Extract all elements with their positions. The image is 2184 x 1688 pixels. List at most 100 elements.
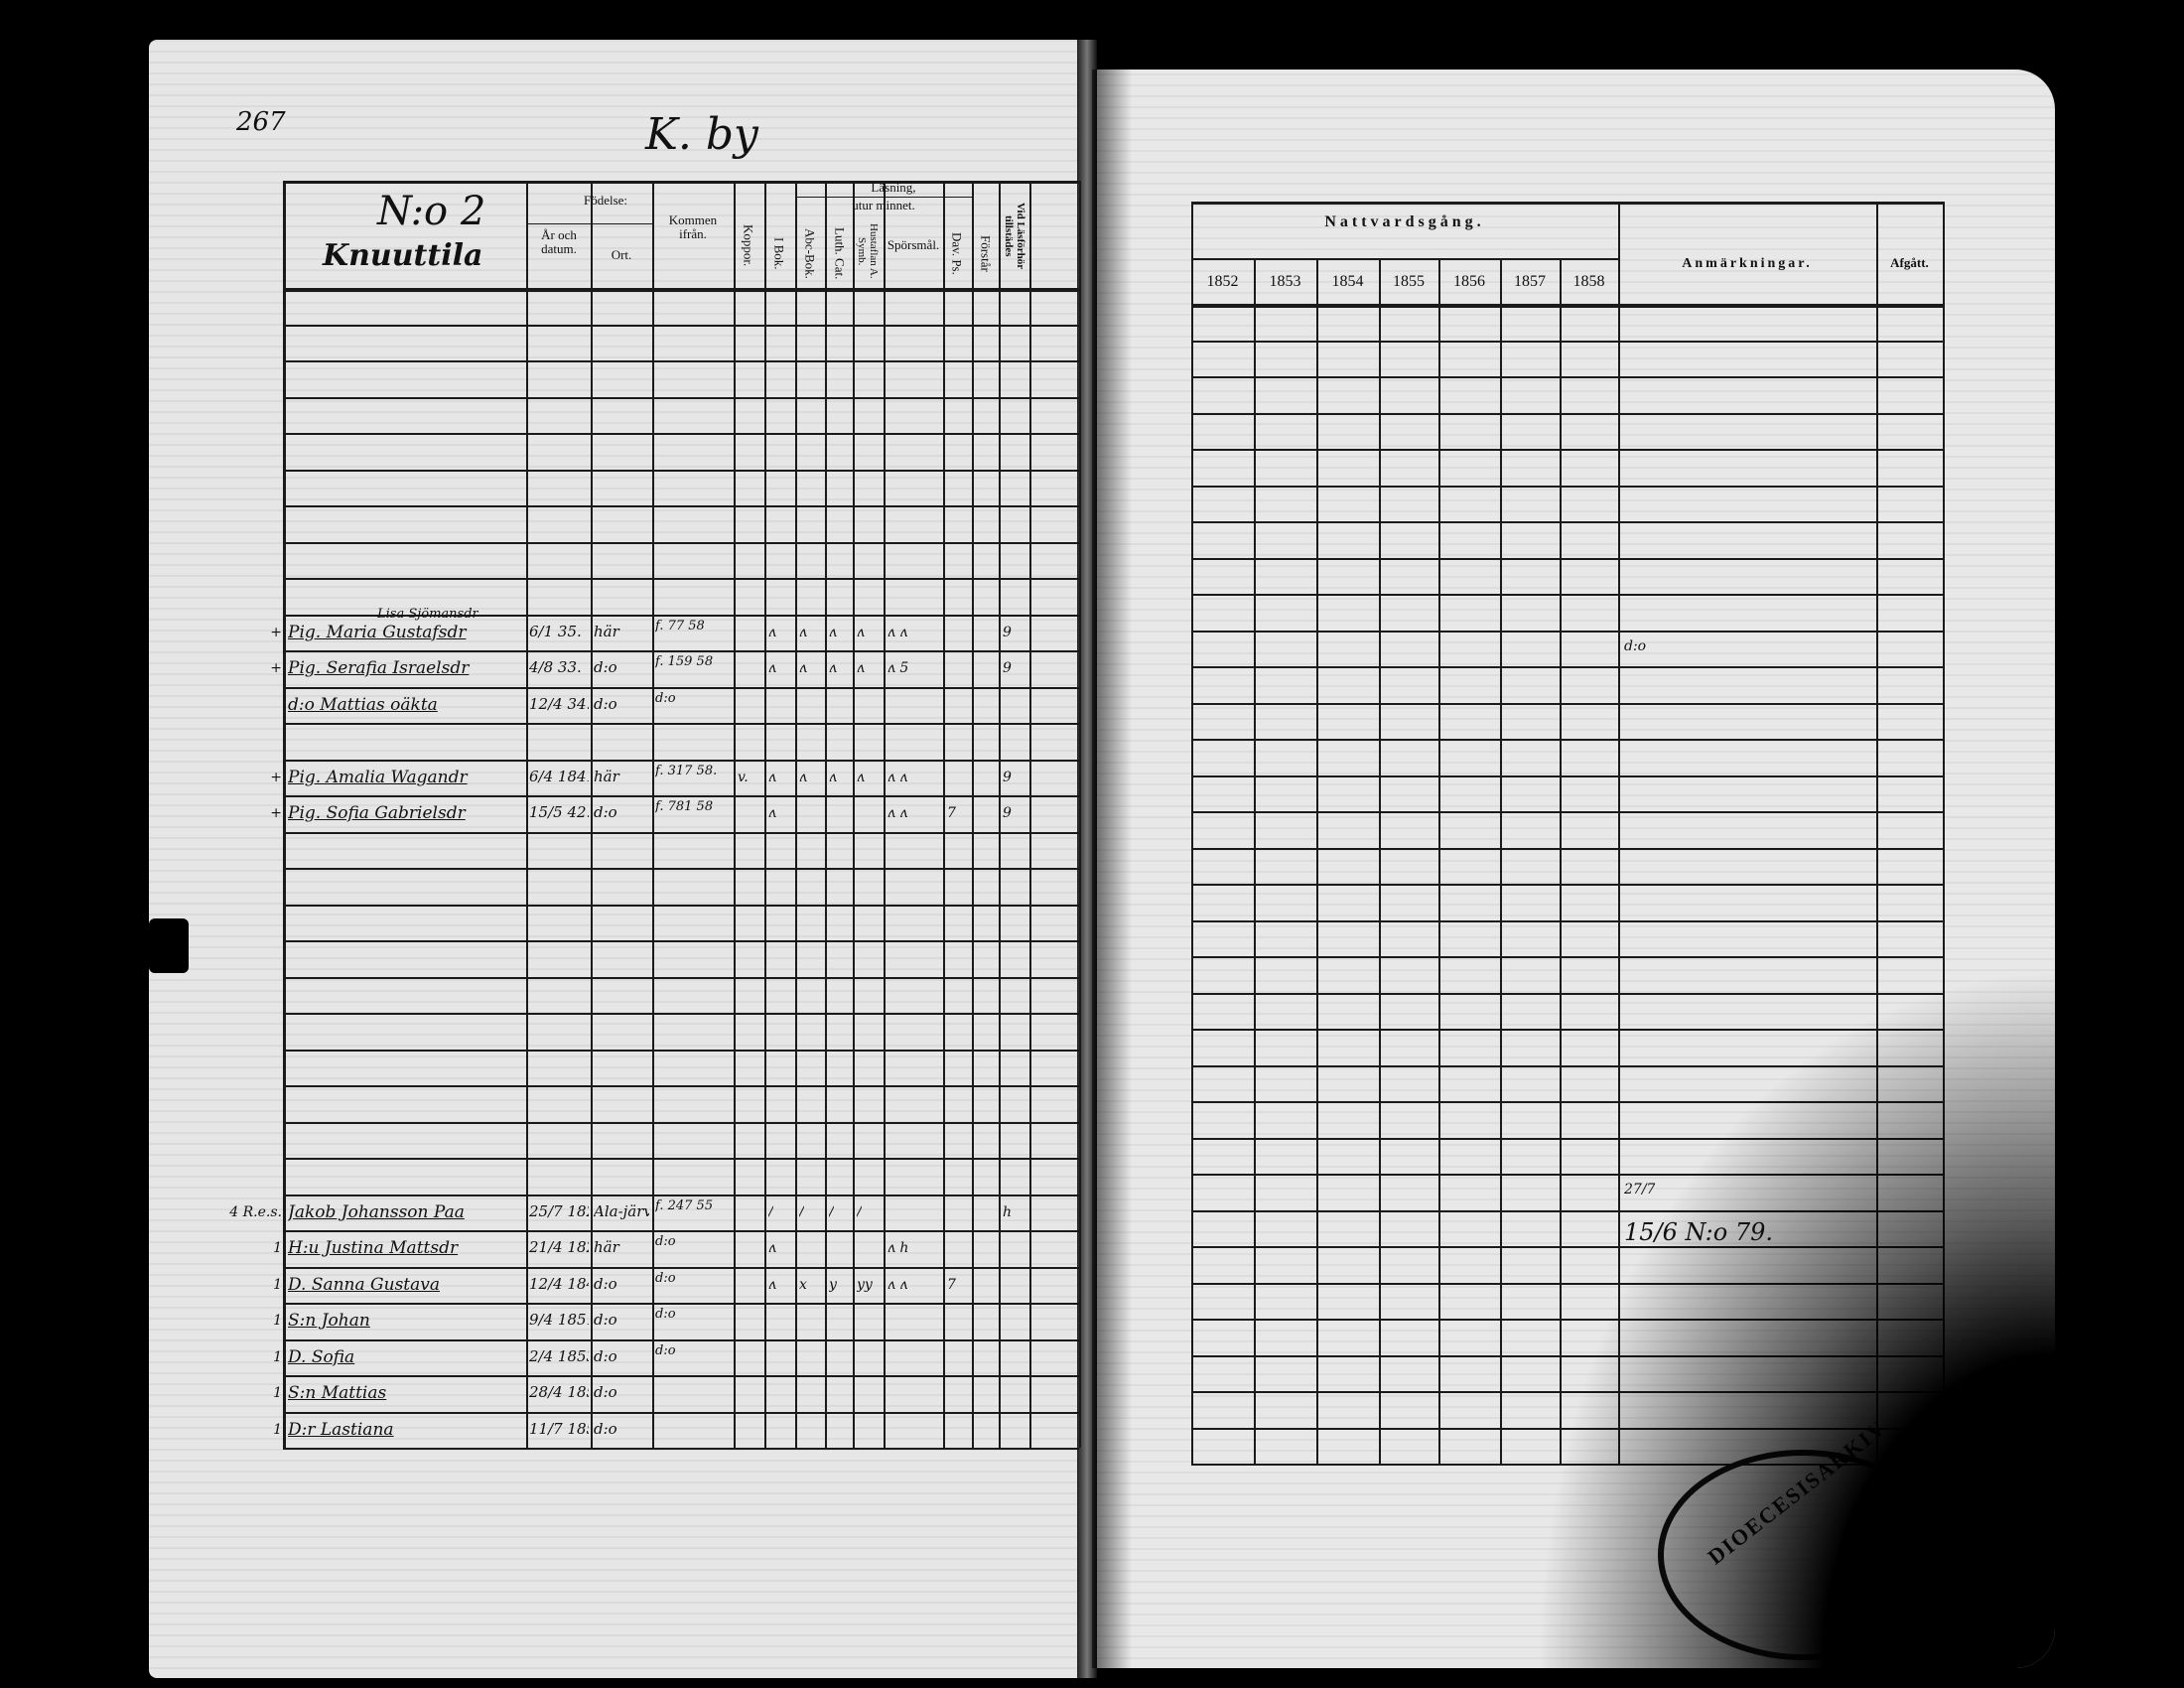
row-rule [283, 1230, 1079, 1232]
row-rule [283, 868, 1079, 870]
row-rule [283, 324, 1079, 327]
header-top-rule [283, 181, 1079, 184]
page-tab [149, 918, 189, 973]
reading-mark: 7 [947, 805, 956, 821]
column-rule [1191, 202, 1193, 1464]
reading-mark: / [829, 1203, 834, 1220]
reading-mark: ʌ [799, 660, 807, 676]
row-rule [1191, 1427, 1943, 1430]
person-name: Pig. Sofia Gabrielsdr [288, 803, 466, 823]
came-from: f. 159 58 [655, 654, 714, 669]
came-from: d:o [655, 690, 676, 706]
row-rule [283, 505, 1079, 507]
year-header: 1853 [1269, 273, 1301, 290]
birth-date: 25/7 1825. [529, 1201, 589, 1220]
header-top-rule [1191, 202, 1943, 205]
person-name: D. Sanna Gustava [288, 1274, 441, 1295]
reading-mark: ʌ [768, 1276, 776, 1293]
reading-mark: ʌ ʌ [887, 1276, 908, 1293]
column-rule [1943, 202, 1945, 1464]
birth-place: d:o [594, 1419, 617, 1438]
person-name: H:u Justina Mattsdr [288, 1238, 459, 1258]
birth-date: 21/4 1824 [529, 1238, 589, 1256]
reading-mark: ʌ [799, 769, 807, 785]
reading-mark: ʌ 5 [887, 660, 909, 676]
row-rule [1191, 340, 1943, 343]
row-margin-note: 1 [273, 1385, 282, 1401]
birth-date: 4/8 33. [529, 658, 582, 676]
row-rule [283, 1013, 1079, 1015]
row-rule [283, 1121, 1079, 1124]
column-rule [999, 181, 1001, 1448]
reading-mark: ʌ [768, 660, 776, 676]
reading-mark: ʌ [857, 769, 865, 785]
row-rule [283, 614, 1079, 617]
row-rule [283, 288, 1079, 292]
page-number: 267 [236, 107, 286, 137]
birth-date: 9/4 1851 [529, 1311, 589, 1329]
birth-place: d:o [594, 658, 617, 676]
row-margin-note: 1 [273, 1348, 282, 1365]
header-understanding: Förstår [978, 234, 994, 272]
row-rule [1191, 919, 1943, 922]
birth-date: 6/1 35. [529, 622, 582, 640]
row-rule [283, 1194, 1079, 1196]
column-rule [1079, 181, 1081, 1448]
column-rule [795, 181, 797, 1448]
row-margin-note: 1 [273, 1240, 282, 1256]
row-margin-note: + [270, 805, 282, 821]
column-rule [943, 181, 945, 1448]
reading-mark: ʌ [857, 660, 865, 676]
row-margin-note: + [270, 660, 282, 676]
column-rule [1876, 202, 1878, 1464]
birth-place: Ala-järvi [594, 1201, 649, 1220]
year-header: 1857 [1514, 273, 1546, 290]
reading-mark: ʌ [768, 1240, 776, 1256]
row-rule [1191, 956, 1943, 958]
reading-mark: h [1003, 1203, 1013, 1220]
column-rule [853, 181, 855, 1448]
row-rule [1191, 485, 1943, 488]
reading-mark: x [799, 1276, 807, 1293]
header-abc: Abc-Bok. [802, 227, 818, 279]
remark-note: 15/6 N:o 79. [1624, 1217, 1773, 1246]
header-household: Hustaflan A. Symb. [856, 223, 881, 279]
communion-subrule [1191, 258, 1618, 260]
birth-place: d:o [594, 694, 617, 713]
person-name: D. Sofia [288, 1346, 355, 1367]
came-from: d:o [655, 1342, 676, 1358]
person-name: S:n Mattias [288, 1383, 387, 1403]
row-rule [283, 541, 1079, 544]
birth-place: d:o [594, 1274, 617, 1293]
row-margin-note: + [270, 624, 282, 640]
row-annotation: Lisa Sjömansdr [377, 606, 478, 622]
reading-mark: ʌ ʌ [887, 805, 908, 821]
came-from: d:o [655, 1270, 676, 1286]
reading-mark: 9 [1003, 805, 1012, 821]
birth-place: här [594, 622, 619, 640]
row-rule [1191, 1391, 1943, 1393]
reading-mark: ʌ h [887, 1240, 909, 1256]
reading-mark: y [829, 1276, 837, 1293]
column-rule [884, 181, 886, 1448]
remark-note: 27/7 [1624, 1182, 1656, 1197]
row-rule [1191, 630, 1943, 633]
reading-mark: 9 [1003, 660, 1012, 676]
column-rule [1618, 202, 1620, 1464]
birth-date: 11/7 1858 [529, 1419, 589, 1438]
row-rule [283, 1448, 1079, 1450]
year-header: 1858 [1572, 273, 1605, 290]
row-rule [1191, 811, 1943, 813]
row-margin-note: 1 [273, 1313, 282, 1329]
birth-date: 6/4 1841 [529, 767, 589, 785]
header-departed: Afgått. [1890, 255, 1929, 270]
header-catechism: Luth. Cat. [832, 226, 848, 280]
reading-subrule [795, 197, 972, 198]
year-header: 1852 [1206, 273, 1239, 290]
row-rule [1191, 1029, 1943, 1031]
birth-place: d:o [594, 803, 617, 821]
remark-note: d:o [1624, 637, 1647, 654]
row-rule [1191, 739, 1943, 741]
row-rule [283, 469, 1079, 472]
reading-mark: v. [738, 769, 749, 785]
